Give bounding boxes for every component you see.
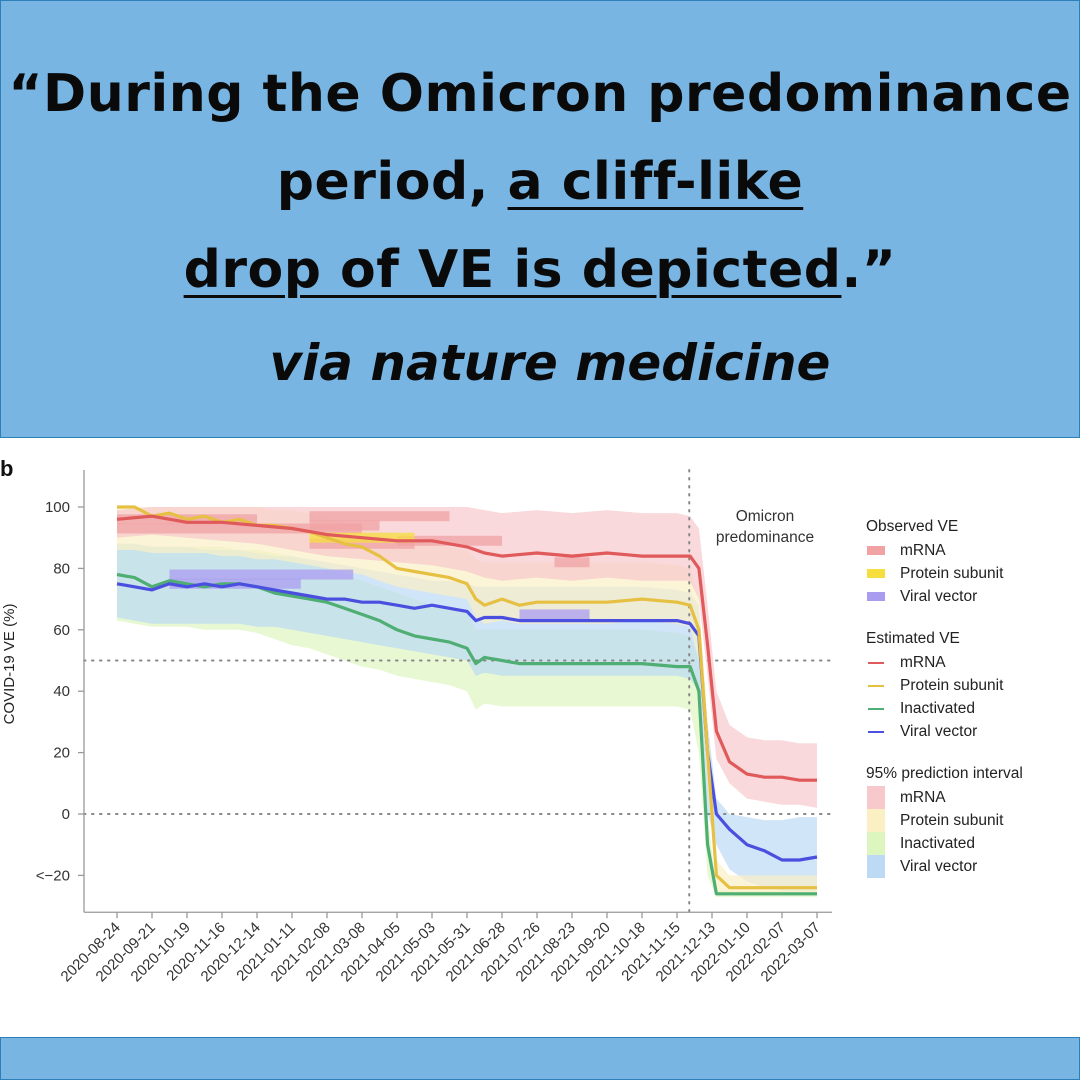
quote-text: “During the Omicron predominance period, [8, 64, 1072, 212]
source-credit: via nature medicine [269, 334, 831, 392]
observed-bar-mrna [309, 538, 415, 549]
ve-chart: 100806040200<−202020-08-242020-09-212020… [1, 469, 833, 985]
legend-swatch-pi-protein [867, 809, 885, 832]
y-tick-label: <−20 [36, 867, 70, 884]
line-mrna [116, 514, 817, 782]
legend-item: Viral vector [866, 585, 1023, 608]
y-tick-label: 20 [53, 745, 70, 762]
legend-label: Viral vector [900, 587, 978, 605]
legend-item: mRNA [866, 786, 1023, 809]
quote-underlined-1: a cliff-like [507, 152, 804, 212]
legend-swatch-pi-inactivated [867, 832, 885, 855]
legend-label: mRNA [900, 541, 946, 559]
legend-swatch-est-protein [868, 684, 884, 687]
observed-bar-mrna [554, 557, 590, 568]
legend-label: Viral vector [900, 857, 978, 875]
legend-item: mRNA [866, 539, 1023, 562]
legend-item: Protein subunit [866, 674, 1023, 697]
quote-end: .” [841, 240, 897, 300]
line-inactivated [116, 572, 817, 896]
prediction-bands [117, 507, 817, 897]
legend-label: Inactivated [900, 834, 975, 852]
legend-label: Protein subunit [900, 676, 1004, 694]
observed-bar-viral [519, 609, 590, 620]
headline-quote: “During the Omicron predominance period,… [0, 50, 1080, 314]
legend-swatch-est-mrna [868, 661, 884, 664]
legend-label: Protein subunit [900, 564, 1004, 582]
legend-swatch-est-inactivated [868, 707, 884, 710]
legend-swatch-obs-mrna [867, 546, 885, 555]
legend-swatch-obs-viral [867, 592, 885, 601]
band-viral [117, 543, 817, 891]
legend-swatch-obs-protein [867, 569, 885, 578]
panel-label: b [0, 456, 14, 481]
band-mrna [117, 507, 817, 808]
legend-item: Inactivated [866, 697, 1023, 720]
legend-estimated: Estimated VE mRNA Protein subunit Inacti… [866, 630, 1023, 743]
legend-observed-title: Observed VE [866, 518, 959, 535]
legend-item: Viral vector [866, 855, 1023, 878]
legend-label: mRNA [900, 788, 946, 806]
y-tick-label: 60 [53, 622, 70, 639]
observed-bar-mrna [309, 520, 380, 531]
observed-bar-mrna [117, 523, 362, 534]
legend-label: Inactivated [900, 699, 975, 717]
legend-swatch-pi-mrna [867, 786, 885, 809]
legend-swatch-pi-viral [867, 855, 885, 878]
y-axis-label: COVID-19 VE (%) [1, 604, 18, 725]
legend-observed: Observed VE mRNA Protein subunit Viral v… [866, 518, 1023, 608]
legend-label: Viral vector [900, 722, 978, 740]
legend-interval: 95% prediction interval mRNA Protein sub… [866, 765, 1023, 878]
legend-item: mRNA [866, 651, 1023, 674]
quote-underlined-2: drop of VE is depicted [183, 240, 842, 300]
legend-item: Protein subunit [866, 809, 1023, 832]
legend-label: mRNA [900, 653, 946, 671]
y-tick-label: 0 [62, 806, 70, 823]
legend-interval-title: 95% prediction interval [866, 765, 1023, 782]
legend-swatch-est-viral [868, 730, 884, 733]
legend-item: Protein subunit [866, 562, 1023, 585]
y-tick-label: 100 [45, 499, 70, 516]
legend-label: Protein subunit [900, 811, 1004, 829]
footer-banner [0, 1037, 1080, 1080]
omicron-annotation: Omicron predominance [715, 508, 815, 546]
band-protein [117, 507, 817, 894]
estimated-lines [116, 505, 818, 896]
y-tick-label: 80 [53, 560, 70, 577]
legend-item: Viral vector [866, 720, 1023, 743]
legend: Observed VE mRNA Protein subunit Viral v… [866, 518, 1023, 900]
header-banner [0, 0, 1080, 438]
y-tick-label: 40 [53, 683, 70, 700]
observed-bar-mrna [397, 535, 502, 546]
legend-estimated-title: Estimated VE [866, 630, 960, 647]
legend-item: Inactivated [866, 832, 1023, 855]
observed-bar-viral [169, 569, 354, 580]
observed-bar-mrna [309, 511, 450, 522]
